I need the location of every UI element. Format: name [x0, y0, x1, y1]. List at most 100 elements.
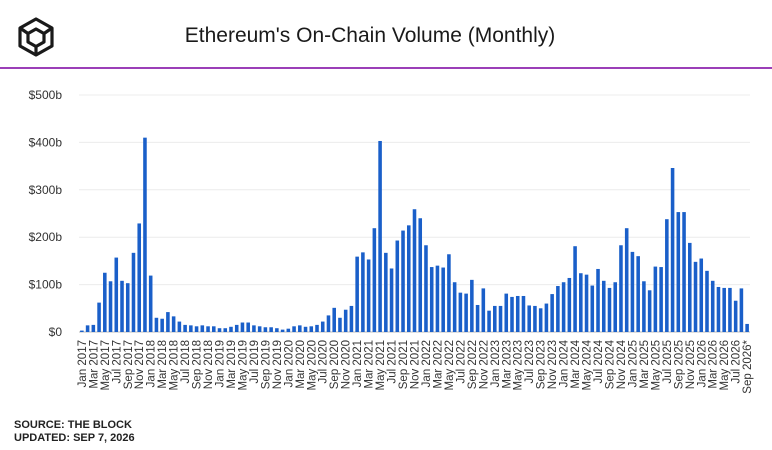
the-block-logo-icon	[18, 17, 54, 57]
bar: Dec 2019	[280, 329, 285, 332]
bar: Jan 2020	[286, 328, 291, 332]
x-tick-label: Mar 2025	[639, 340, 651, 389]
bar: Dec 2021	[418, 218, 423, 332]
bar: Dec 2018	[212, 326, 216, 332]
bar: Aug 2022	[464, 293, 468, 332]
bar: Nov 2025	[688, 242, 692, 332]
x-tick-label: Nov 2025	[685, 340, 697, 389]
bar: Dec 2022	[487, 310, 491, 332]
x-tick-label: Sep 2026*	[742, 339, 754, 393]
bar: Mar 2024	[573, 246, 577, 332]
source-text: SOURCE: THE BLOCK	[14, 419, 132, 431]
bar: Aug 2026	[739, 288, 744, 332]
bar: Oct 2025	[682, 212, 686, 332]
bar: Oct 2021	[406, 225, 411, 332]
x-tick-label: May 2017	[100, 340, 112, 391]
bar: Oct 2022	[475, 304, 480, 332]
x-tick-label: Jul 2021	[387, 340, 399, 383]
bar: Jan 2022	[424, 245, 428, 332]
bar: Apr 2018	[166, 312, 170, 332]
x-tick-label: Jul 2020	[318, 340, 330, 383]
bar: Nov 2018	[206, 326, 210, 332]
x-tick-label: Jan 2021	[352, 340, 364, 387]
x-tick-label: Jul 2022	[455, 340, 467, 383]
x-tick-label: Sep 2022	[467, 340, 479, 389]
bar: Sep 2018	[194, 326, 199, 332]
bar: Aug 2018	[189, 325, 193, 332]
bar: Jul 2024	[596, 268, 600, 332]
bar: Jul 2020	[320, 321, 325, 332]
x-axis-ticks: Jan 2017 Mar 2017 May 2017 Jul 2017 Sep 2017…	[77, 339, 754, 393]
x-tick-label: Sep 2025	[673, 340, 685, 389]
bar: Feb 2020	[292, 326, 296, 332]
bar: Nov 2024	[619, 245, 623, 332]
y-axis-ticks: $0 $100b $200b $300b $400b $500b	[29, 88, 63, 339]
bar: May 2019	[240, 322, 245, 332]
bar: Apr 2024	[579, 273, 583, 332]
x-tick-label: Jan 2018	[146, 340, 158, 387]
x-tick-label: Mar 2018	[157, 340, 169, 389]
bar: Apr 2020	[303, 326, 308, 332]
bar: Feb 2018	[154, 317, 159, 332]
bar: Jun 2017	[108, 281, 113, 332]
bar: Sep 2025	[676, 212, 681, 332]
bar: Aug 2024	[601, 280, 606, 332]
x-tick-label: Jan 2020	[283, 340, 295, 387]
bar: Sep 2022	[470, 279, 474, 332]
updated-text: UPDATED: SEP 7, 2026	[14, 432, 135, 444]
bar: Dec 2025	[693, 261, 698, 332]
bar: Aug 2017	[120, 280, 124, 332]
bar: May 2023	[515, 295, 520, 332]
bar: Oct 2019	[269, 327, 273, 332]
bar: Apr 2025	[647, 290, 652, 332]
x-tick-label: May 2018	[169, 340, 181, 391]
bar: Oct 2017	[131, 252, 136, 332]
bar: Jun 2018	[177, 321, 182, 332]
bar: Sep 2024	[607, 287, 612, 332]
x-tick-label: Sep 2021	[398, 340, 410, 389]
bar: Jan 2018	[148, 275, 153, 332]
bar: Jan 2026	[699, 258, 704, 332]
y-tick-label: $300b	[29, 183, 63, 197]
bar: Mar 2019	[229, 326, 233, 332]
x-tick-label: Mar 2023	[501, 340, 513, 389]
x-tick-label: Jan 2023	[490, 340, 502, 387]
bar: Dec 2020	[349, 305, 354, 332]
x-tick-label: May 2020	[306, 340, 318, 391]
x-tick-label: May 2021	[375, 340, 387, 391]
x-tick-label: Nov 2017	[134, 340, 146, 389]
x-tick-label: Mar 2021	[364, 340, 376, 389]
bar: Jul 2018	[183, 324, 187, 332]
bar: Aug 2023	[533, 305, 537, 332]
x-tick-label: Sep 2017	[123, 340, 135, 389]
bar: Sep 2021	[401, 230, 405, 332]
x-tick-label: Mar 2024	[570, 339, 582, 388]
bar: Jun 2019	[246, 322, 250, 332]
bar: Jun 2026	[728, 287, 732, 332]
bar: May 2017	[103, 272, 107, 332]
x-tick-label: Jan 2019	[215, 340, 227, 387]
bar: May 2025	[653, 266, 658, 332]
x-tick-label: Jul 2023	[524, 340, 536, 383]
bar: May 2026	[722, 287, 726, 332]
bar: May 2021	[378, 140, 382, 332]
x-tick-label: Nov 2021	[410, 340, 422, 389]
bar: Jul 2026	[733, 300, 738, 332]
bar: Dec 2024	[624, 228, 629, 332]
bar: Sep 2026*	[745, 323, 749, 332]
x-tick-label: Mar 2026	[708, 340, 720, 389]
x-tick-label: Sep 2023	[536, 340, 548, 389]
bar: Oct 2023	[544, 303, 549, 332]
x-tick-label: Jul 2019	[249, 340, 261, 383]
x-tick-label: Sep 2019	[260, 340, 272, 389]
bar: Apr 2019	[234, 324, 239, 332]
x-tick-label: May 2019	[237, 340, 249, 391]
bar: Jun 2025	[659, 267, 663, 332]
bar: Nov 2019	[275, 328, 279, 332]
x-tick-label: Sep 2024	[604, 339, 616, 389]
bar: Aug 2025	[670, 168, 675, 332]
bar: Apr 2021	[372, 228, 377, 332]
x-tick-label: Jul 2017	[111, 340, 123, 383]
x-tick-label: May 2026	[719, 340, 731, 391]
